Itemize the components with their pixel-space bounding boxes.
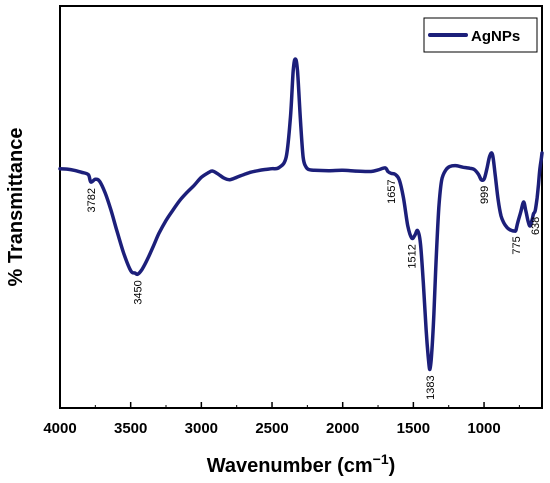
x-tick-label: 4000 bbox=[43, 420, 76, 437]
peak-label: 999 bbox=[479, 186, 491, 204]
peak-label: 3782 bbox=[86, 188, 98, 212]
x-axis-title-superscript: −1 bbox=[373, 451, 389, 467]
peak-label: 1512 bbox=[407, 244, 419, 268]
x-axis-title: Wavenumber (cm−1) bbox=[207, 451, 396, 477]
x-tick-label: 3500 bbox=[114, 420, 147, 437]
x-axis-tick-labels: 4000 3500 3000 2500 2000 1500 1000 bbox=[43, 420, 500, 437]
x-tick-label: 2000 bbox=[326, 420, 359, 437]
legend-label: AgNPs bbox=[471, 28, 520, 45]
y-axis-title: % Transmittance bbox=[5, 128, 27, 287]
x-tick-label: 1500 bbox=[397, 420, 430, 437]
peak-label: 1657 bbox=[386, 179, 398, 203]
peak-annotations: 3782 3450 1657 1512 1383 999 775 638 bbox=[86, 179, 542, 399]
x-axis-ticks bbox=[59, 402, 520, 408]
x-tick-label: 2500 bbox=[255, 420, 288, 437]
x-tick-label: 1000 bbox=[467, 420, 500, 437]
peak-label: 775 bbox=[511, 236, 523, 254]
x-tick-label: 3000 bbox=[185, 420, 218, 437]
peak-label: 3450 bbox=[133, 280, 145, 304]
series-line-agnps bbox=[58, 57, 544, 372]
peak-label: 1383 bbox=[425, 375, 437, 399]
legend: AgNPs bbox=[423, 17, 538, 53]
peak-label: 638 bbox=[530, 217, 542, 235]
series-layer bbox=[58, 57, 544, 372]
plot-frame bbox=[59, 5, 543, 409]
